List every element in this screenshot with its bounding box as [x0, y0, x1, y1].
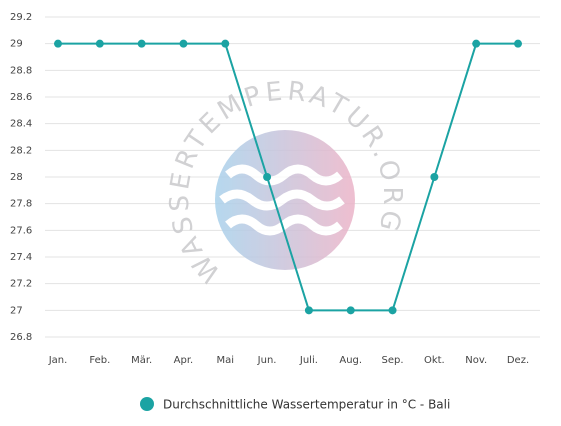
- y-tick-label: 27.4: [10, 252, 32, 263]
- y-tick-label: 28.6: [10, 92, 32, 103]
- x-tick-label: Jun.: [257, 355, 277, 366]
- point: [472, 39, 481, 48]
- y-tick-label: 27: [10, 305, 23, 316]
- point: [221, 39, 230, 48]
- y-tick-label: 28: [10, 172, 23, 183]
- line: [58, 42, 518, 312]
- x-tick-label: Mai: [216, 355, 234, 366]
- y-tick-label: 26.8: [10, 332, 32, 343]
- y-tick-label: 27.2: [10, 279, 32, 290]
- point: [179, 39, 188, 48]
- point: [263, 173, 272, 181]
- x-tick-label: Apr.: [174, 355, 194, 366]
- x-tick-label: Okt.: [424, 355, 445, 366]
- y-tick-label: 28.2: [10, 145, 32, 156]
- point: [430, 173, 439, 181]
- x-tick-label: Mär.: [131, 355, 152, 366]
- point: [388, 306, 397, 315]
- y-tick-label: 29: [10, 39, 23, 50]
- x-tick-label: Nov.: [465, 355, 487, 366]
- watermark-logo: WASSERTEMPERATUR.ORG: [165, 76, 403, 287]
- legend-label: Durchschnittliche Wassertemperatur in °C…: [163, 398, 450, 412]
- legend-marker: [140, 397, 154, 411]
- x-tick-label: Aug.: [339, 355, 362, 366]
- x-tick-label: Feb.: [89, 355, 110, 366]
- y-tick-label: 27.8: [10, 199, 32, 210]
- y-tick-label: 29.2: [10, 12, 32, 23]
- point: [95, 39, 104, 48]
- point: [304, 306, 313, 315]
- point: [137, 39, 146, 48]
- x-tick-label: Sep.: [382, 355, 404, 366]
- point: [54, 39, 62, 48]
- y-tick-label: 28.8: [10, 65, 32, 76]
- x-tick-label: Juli.: [299, 355, 318, 366]
- y-tick-label: 28.4: [10, 119, 32, 130]
- x-tick-label: Dez.: [507, 355, 529, 366]
- x-tick-label: Jan.: [48, 355, 68, 366]
- point: [346, 306, 355, 315]
- point: [514, 39, 522, 48]
- y-tick-label: 27.6: [10, 225, 32, 236]
